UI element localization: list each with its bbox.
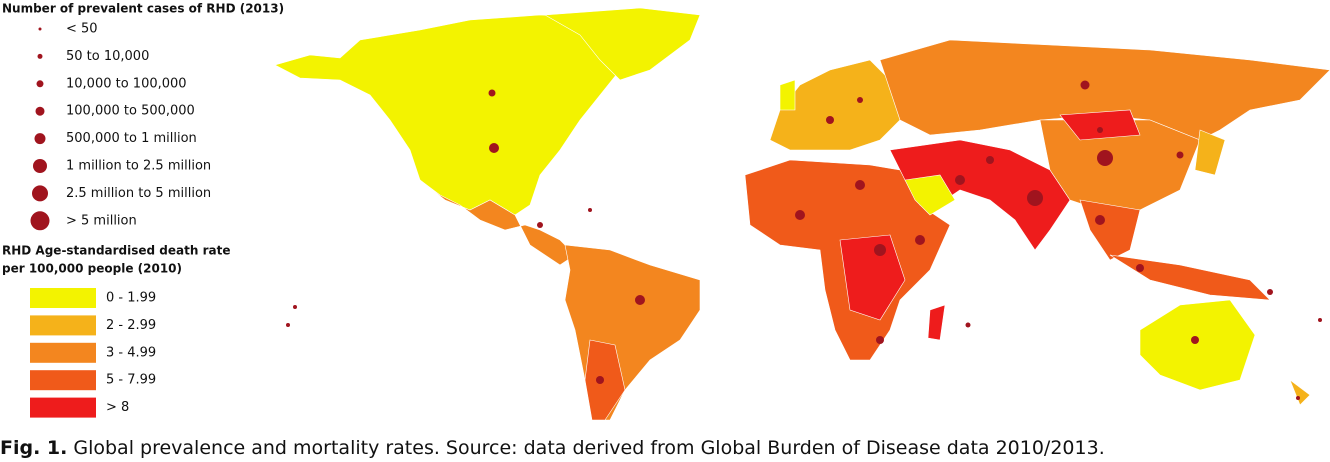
dot <box>596 376 604 384</box>
legend-label: 100,000 to 500,000 <box>66 104 195 119</box>
legend-dot <box>33 159 47 173</box>
greenland <box>543 7 701 81</box>
saudi-arabia <box>904 174 956 216</box>
legend-label: 50 to 10,000 <box>66 49 149 64</box>
caption-text: Global prevalence and mortality rates. S… <box>73 437 1104 459</box>
new-zealand <box>1289 379 1311 406</box>
russia <box>879 39 1330 141</box>
prevalence-legend-title: Number of prevalent cases of RHD (2013) <box>2 2 284 16</box>
legend-label: 3 - 4.99 <box>106 345 156 360</box>
world-map <box>274 7 1330 421</box>
caption-label: Fig. 1. <box>0 437 67 459</box>
legend-label: 0 - 1.99 <box>106 291 156 306</box>
legend-swatch <box>30 315 96 336</box>
dot <box>635 295 645 305</box>
dot <box>857 97 863 103</box>
legend-dot <box>34 133 46 145</box>
dot <box>855 180 865 190</box>
mongolia <box>1059 109 1141 141</box>
prevalence-dots <box>286 80 1322 400</box>
dot <box>965 322 971 328</box>
death-rate-legend-title: RHD Age-standardised death rate <box>2 244 230 258</box>
south-america <box>564 244 701 421</box>
legend-swatch <box>30 370 96 391</box>
dot <box>1136 264 1144 272</box>
death-rate-legend: 0 - 1.99 2 - 2.99 3 - 4.99 5 - 7.99 > 8 <box>30 288 156 418</box>
legend-label: 2.5 million to 5 million <box>66 186 211 201</box>
australia <box>1139 299 1256 391</box>
dot <box>955 175 965 185</box>
dot <box>1296 396 1300 400</box>
dot <box>588 208 592 212</box>
legend-dot <box>36 80 44 88</box>
madagascar <box>927 304 946 341</box>
dot <box>986 156 994 164</box>
legend-dot <box>30 211 50 231</box>
southeast-asia <box>1079 199 1141 261</box>
dot <box>1095 215 1105 225</box>
dot <box>286 323 290 327</box>
legend-dot <box>38 27 42 31</box>
legend-dot <box>35 106 45 116</box>
dot <box>1267 289 1273 295</box>
dot <box>826 116 834 124</box>
dot <box>488 89 496 97</box>
dot <box>874 244 886 256</box>
japan <box>1194 129 1226 176</box>
dot <box>1080 80 1090 90</box>
dot <box>876 336 884 344</box>
dot <box>1097 127 1103 133</box>
legend-label: 1 million to 2.5 million <box>66 159 211 174</box>
legend-swatch <box>30 288 96 308</box>
dot <box>1176 151 1184 159</box>
legend-dot <box>37 53 43 59</box>
dot <box>1318 318 1322 322</box>
dot <box>1097 150 1113 166</box>
argentina <box>584 339 626 421</box>
legend-label: > 8 <box>106 400 129 415</box>
legend-swatch <box>30 342 96 363</box>
legend-label: 5 - 7.99 <box>106 373 156 388</box>
legend-label: < 50 <box>66 22 98 37</box>
prevalence-legend: < 50 50 to 10,000 10,000 to 100,000 100,000… <box>30 22 211 231</box>
dot <box>1191 336 1199 344</box>
dot <box>293 305 297 309</box>
death-rate-legend-title: per 100,000 people (2010) <box>2 262 182 276</box>
legend-label: 2 - 2.99 <box>106 318 156 333</box>
dot <box>1027 190 1043 206</box>
legend-label: 10,000 to 100,000 <box>66 76 187 91</box>
legend-label: 500,000 to 1 million <box>66 131 197 146</box>
dot <box>795 210 805 220</box>
central-africa <box>839 234 906 321</box>
legend-dot <box>32 185 48 202</box>
indonesia <box>1109 254 1271 301</box>
legend-label: > 5 million <box>66 213 137 228</box>
legend-swatch <box>30 397 96 418</box>
dot <box>489 143 499 153</box>
dot <box>537 222 543 228</box>
uk <box>779 79 796 111</box>
north-america <box>274 14 641 216</box>
caption: Fig. 1. Global prevalence and mortality r… <box>0 437 1105 459</box>
dot <box>915 235 925 245</box>
